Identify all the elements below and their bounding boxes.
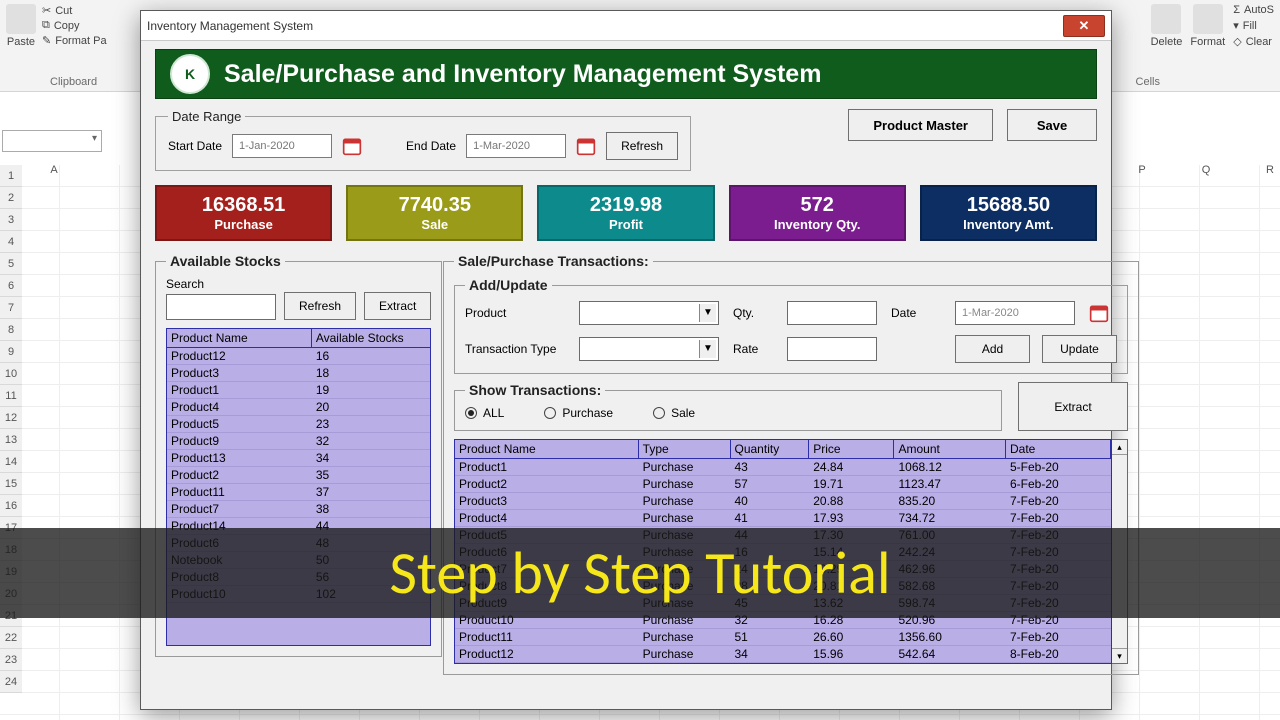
calendar-icon[interactable] [1089, 303, 1109, 323]
overlay-text: Step by Step Tutorial [389, 537, 890, 610]
kpi-value: 572 [801, 194, 834, 217]
tx-col-date: Date [1006, 440, 1111, 458]
ribbon-group-cells: Cells [1136, 76, 1160, 88]
kpi-label: Inventory Qty. [774, 217, 860, 232]
kpi-label: Profit [609, 217, 643, 232]
radio-all[interactable]: ALL [465, 406, 504, 420]
kpi-value: 2319.98 [590, 194, 662, 217]
kpi-label: Inventory Amt. [963, 217, 1054, 232]
ribbon-autosum[interactable]: Σ AutoS [1233, 4, 1274, 16]
tx-col-name: Product Name [455, 440, 639, 458]
qty-label: Qty. [733, 306, 773, 320]
end-date-input[interactable] [466, 134, 566, 158]
close-button[interactable]: ✕ [1063, 15, 1105, 37]
update-button[interactable]: Update [1042, 335, 1117, 363]
rate-label: Rate [733, 342, 773, 356]
table-row[interactable]: Product2Purchase5719.711123.476-Feb-20 [455, 476, 1111, 493]
search-input[interactable] [166, 294, 276, 320]
ribbon-fill[interactable]: ▾ Fill [1233, 19, 1274, 32]
start-date-label: Start Date [168, 139, 222, 153]
tx-extract-button[interactable]: Extract [1018, 382, 1128, 431]
ribbon-delete[interactable]: Delete [1151, 4, 1183, 48]
list-item[interactable]: Product235 [167, 467, 430, 484]
table-row[interactable]: Product1Purchase4324.841068.125-Feb-20 [455, 459, 1111, 476]
product-select[interactable] [579, 301, 719, 325]
ribbon-cut[interactable]: ✂ Cut [42, 4, 107, 17]
list-item[interactable]: Product420 [167, 399, 430, 416]
stocks-col-product: Product Name [167, 329, 312, 347]
search-label: Search [166, 277, 276, 291]
date-label: Date [891, 306, 941, 320]
header-title: Sale/Purchase and Inventory Management S… [224, 60, 821, 89]
kpi-card: 7740.35Sale [346, 185, 523, 241]
product-label: Product [465, 306, 565, 320]
radio-purchase[interactable]: Purchase [544, 406, 613, 420]
window-title: Inventory Management System [147, 19, 313, 33]
kpi-card: 15688.50Inventory Amt. [920, 185, 1097, 241]
ribbon-format[interactable]: Format [1190, 4, 1225, 48]
kpi-value: 16368.51 [202, 194, 285, 217]
excel-name-box[interactable] [2, 130, 102, 152]
calendar-icon[interactable] [342, 136, 362, 156]
calendar-icon[interactable] [576, 136, 596, 156]
rate-input[interactable] [787, 337, 877, 361]
qty-input[interactable] [787, 301, 877, 325]
tx-col-type: Type [639, 440, 731, 458]
list-item[interactable]: Product932 [167, 433, 430, 450]
list-item[interactable]: Product318 [167, 365, 430, 382]
add-update-group: Add/Update Product Qty. Date Transaction… [454, 277, 1128, 374]
table-row[interactable]: Product4Purchase4117.93734.727-Feb-20 [455, 510, 1111, 527]
start-date-input[interactable] [232, 134, 332, 158]
tutorial-overlay: Step by Step Tutorial [0, 528, 1280, 618]
date-input[interactable] [955, 301, 1075, 325]
tx-col-qty: Quantity [731, 440, 810, 458]
list-item[interactable]: Product1137 [167, 484, 430, 501]
transaction-type-select[interactable] [579, 337, 719, 361]
ribbon-paste[interactable]: Paste [6, 4, 36, 48]
list-item[interactable]: Product523 [167, 416, 430, 433]
table-row[interactable]: Product11Purchase5126.601356.607-Feb-20 [455, 629, 1111, 646]
stocks-col-stock: Available Stocks [312, 329, 431, 347]
refresh-button[interactable]: Refresh [606, 132, 678, 160]
ribbon-clear[interactable]: ◇ Clear [1233, 35, 1274, 48]
available-stocks-legend: Available Stocks [166, 253, 285, 269]
ribbon-copy[interactable]: ⧉ Copy [42, 19, 107, 32]
kpi-value: 7740.35 [399, 194, 471, 217]
transaction-type-label: Transaction Type [465, 342, 565, 356]
list-item[interactable]: Product1334 [167, 450, 430, 467]
date-range-group: Date Range Start Date End Date Refresh [155, 109, 691, 171]
list-item[interactable]: Product119 [167, 382, 430, 399]
kpi-label: Purchase [214, 217, 273, 232]
tx-col-price: Price [809, 440, 894, 458]
show-transactions-legend: Show Transactions: [465, 382, 605, 398]
logo: K [170, 54, 210, 94]
date-range-legend: Date Range [168, 109, 245, 124]
list-item[interactable]: Product1216 [167, 348, 430, 365]
header-band: K Sale/Purchase and Inventory Management… [155, 49, 1097, 99]
stocks-extract-button[interactable]: Extract [364, 292, 431, 320]
stocks-refresh-button[interactable]: Refresh [284, 292, 356, 320]
kpi-card: 572Inventory Qty. [729, 185, 906, 241]
transactions-legend: Sale/Purchase Transactions: [454, 253, 653, 269]
tx-col-amt: Amount [894, 440, 1006, 458]
table-row[interactable]: Product12Purchase3415.96542.648-Feb-20 [455, 646, 1111, 663]
ribbon-format-painter[interactable]: ✎ Format Pa [42, 34, 107, 47]
product-master-button[interactable]: Product Master [848, 109, 993, 141]
list-item[interactable]: Product738 [167, 501, 430, 518]
radio-sale[interactable]: Sale [653, 406, 695, 420]
ribbon-group-clipboard: Clipboard [50, 76, 97, 88]
add-update-legend: Add/Update [465, 277, 552, 293]
kpi-card: 16368.51Purchase [155, 185, 332, 241]
kpi-card: 2319.98Profit [537, 185, 714, 241]
kpi-value: 15688.50 [967, 194, 1050, 217]
end-date-label: End Date [406, 139, 456, 153]
show-transactions-group: Show Transactions: ALL Purchase Sale [454, 382, 1002, 431]
add-button[interactable]: Add [955, 335, 1030, 363]
save-button[interactable]: Save [1007, 109, 1097, 141]
table-row[interactable]: Product3Purchase4020.88835.207-Feb-20 [455, 493, 1111, 510]
kpi-label: Sale [421, 217, 448, 232]
titlebar: Inventory Management System ✕ [141, 11, 1111, 41]
